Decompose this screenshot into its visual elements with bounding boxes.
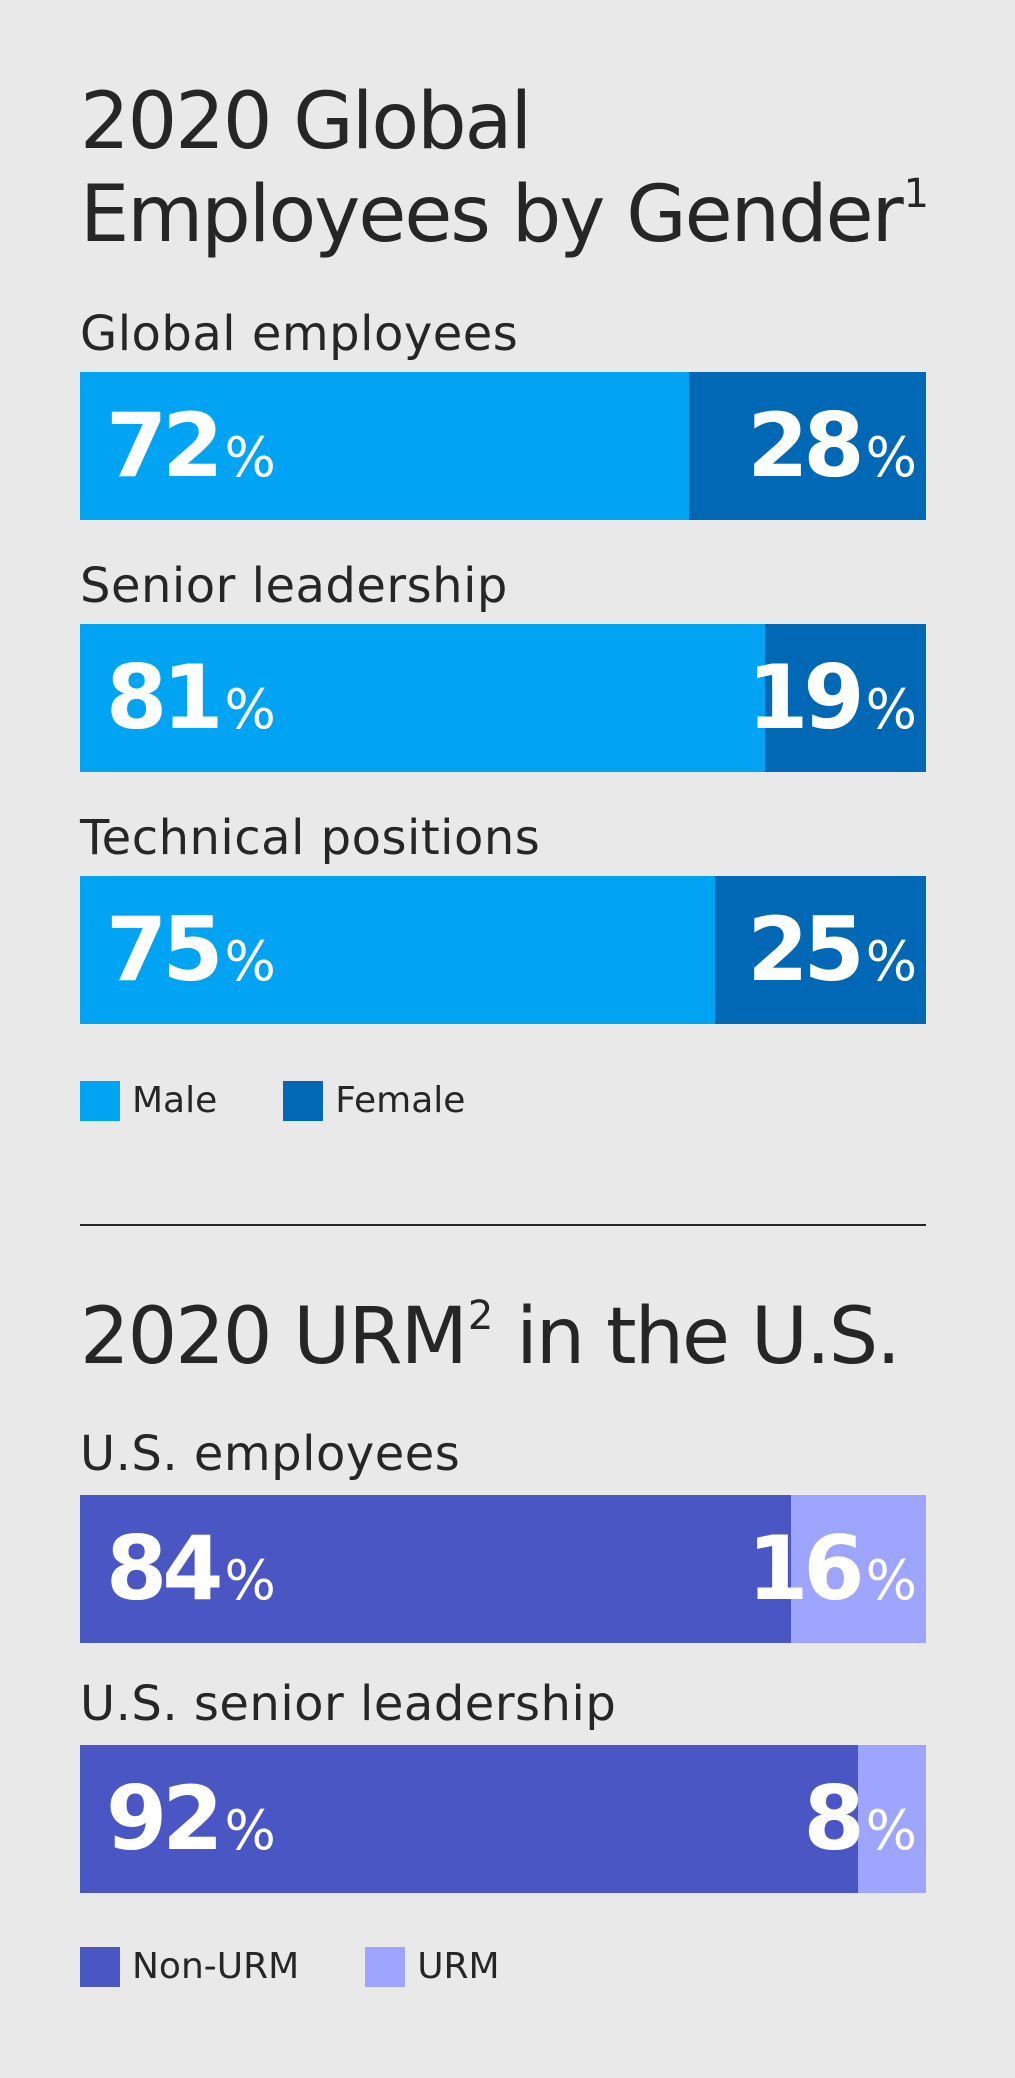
bar-technical-positions: 75% 25% [80, 876, 926, 1024]
data-label-percent: % [224, 678, 275, 741]
row-label-global-employees: Global employees [80, 306, 519, 362]
legend-item-non-urm: Non-URM [80, 1946, 299, 1988]
gender-title-line1: 2020 Global [80, 75, 532, 170]
urm-title: 2020 URM2 in the U.S. [80, 1290, 901, 1398]
data-label-value: 25 [747, 898, 864, 1001]
legend-swatch-urm [365, 1947, 406, 1987]
legend-item-urm: URM [365, 1946, 500, 1988]
bar-global-employees: 72% 28% [80, 372, 926, 520]
data-label-urm: 8% [803, 1767, 917, 1870]
bar-segment-female: 25% [714, 876, 926, 1024]
urm-legend: Non-URM URM [80, 1946, 566, 1988]
gender-title-footnote: 1 [903, 171, 930, 217]
row-label-u-s-employees: U.S. employees [80, 1426, 461, 1482]
data-label-value: 81 [106, 646, 223, 749]
gender-title-line2: Employees by Gender1 [80, 168, 929, 276]
legend-label-male: Male [132, 1080, 218, 1121]
data-label-urm: 16% [747, 1517, 917, 1620]
legend-swatch-female [283, 1081, 324, 1121]
data-label-percent: % [224, 930, 275, 993]
section-divider [80, 1224, 926, 1226]
legend-item-female: Female [283, 1080, 465, 1122]
bar-segment-non-urm: 84% [80, 1495, 791, 1643]
data-label-percent: % [865, 1799, 917, 1862]
data-label-female: 28% [747, 394, 917, 497]
urm-title-text: 2020 URM [80, 1292, 468, 1382]
data-label-male: 72% [106, 394, 276, 497]
data-label-male: 81% [106, 646, 276, 749]
bar-u-s-employees: 84% 16% [80, 1495, 926, 1643]
bar-segment-urm: 8% [803, 1745, 926, 1893]
data-label-value: 19 [747, 646, 864, 749]
legend-label-female: Female [335, 1080, 466, 1121]
urm-title-suffix: in the U.S. [493, 1292, 901, 1382]
urm-title-footnote: 2 [467, 1293, 494, 1339]
data-label-value: 28 [747, 394, 864, 497]
row-label-technical-positions: Technical positions [80, 810, 541, 866]
data-label-female: 19% [747, 646, 917, 749]
bar-segment-urm: 16% [747, 1495, 926, 1643]
gender-title-text-2: Employees by Gender [80, 170, 904, 260]
data-label-percent: % [224, 1799, 275, 1862]
data-label-value: 92 [106, 1767, 223, 1870]
data-label-percent: % [865, 678, 917, 741]
data-label-percent: % [865, 1549, 917, 1612]
data-label-percent: % [224, 1549, 275, 1612]
bar-segment-male: 81% [80, 624, 766, 772]
bar-u-s-senior-leadership: 92% 8% [80, 1745, 926, 1893]
data-label-percent: % [865, 930, 917, 993]
legend-label-non-urm: Non-URM [132, 1946, 300, 1987]
bar-segment-male: 75% [80, 876, 715, 1024]
bar-segment-non-urm: 92% [80, 1745, 859, 1893]
data-label-value: 72 [106, 394, 223, 497]
gender-legend: Male Female [80, 1080, 531, 1122]
bar-segment-female: 19% [747, 624, 926, 772]
gender-title-text: 2020 Global [80, 77, 532, 167]
data-label-value: 75 [106, 898, 223, 1001]
data-label-value: 16 [747, 1517, 864, 1620]
data-label-percent: % [224, 426, 275, 489]
data-label-value: 84 [106, 1517, 223, 1620]
row-label-senior-leadership: Senior leadership [80, 558, 508, 614]
data-label-value: 8 [803, 1767, 864, 1870]
legend-item-male: Male [80, 1080, 217, 1122]
legend-label-urm: URM [417, 1946, 500, 1987]
data-label-female: 25% [747, 898, 917, 1001]
data-label-non-urm: 84% [106, 1517, 276, 1620]
bar-senior-leadership: 81% 19% [80, 624, 926, 772]
bar-segment-male: 72% [80, 372, 690, 520]
data-label-non-urm: 92% [106, 1767, 276, 1870]
legend-swatch-male [80, 1081, 120, 1121]
row-label-u-s-senior-leadership: U.S. senior leadership [80, 1676, 617, 1732]
legend-swatch-non-urm [80, 1947, 120, 1987]
data-label-male: 75% [106, 898, 276, 1001]
bar-segment-female: 28% [689, 372, 926, 520]
data-label-percent: % [865, 426, 917, 489]
